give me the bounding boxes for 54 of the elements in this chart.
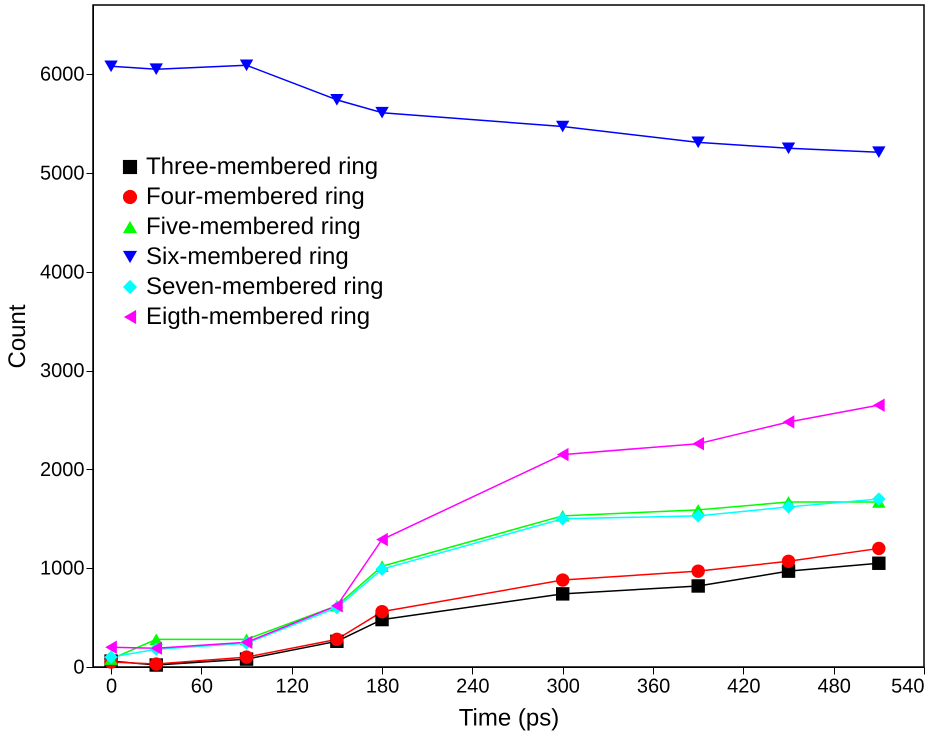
point: [104, 60, 118, 72]
point: [240, 59, 254, 72]
point: [872, 146, 886, 158]
legend-label: Four-membered ring: [146, 183, 365, 210]
x-tick-label: 540: [891, 676, 924, 698]
point: [556, 512, 570, 526]
point: [375, 604, 389, 618]
point: [872, 542, 886, 556]
point: [556, 448, 569, 462]
x-axis-title: Time (ps): [458, 704, 560, 732]
point: [556, 573, 570, 587]
y-tick-label: 6000: [40, 64, 84, 86]
x-tick-label: 420: [727, 676, 761, 698]
point: [872, 556, 886, 570]
y-axis-title: Count: [4, 304, 32, 369]
y-tick-label: 0: [73, 656, 84, 678]
point: [375, 562, 389, 576]
y-tick-label: 5000: [40, 162, 84, 184]
point: [105, 640, 117, 654]
y-tick-label: 4000: [40, 261, 84, 284]
point: [330, 94, 344, 106]
x-tick-label: 480: [817, 676, 851, 698]
x-tick-label: 180: [366, 676, 400, 698]
point: [782, 142, 796, 154]
point: [872, 492, 886, 506]
legend-label: Five-membered ring: [146, 213, 361, 240]
point: [873, 398, 885, 412]
legend-label: Six-membered ring: [146, 243, 349, 270]
point: [556, 587, 570, 601]
legend-label: Three-membered ring: [146, 153, 378, 180]
y-tick-label: 1000: [40, 558, 84, 580]
x-tick-label: 240: [456, 676, 490, 698]
point: [691, 579, 705, 593]
point: [691, 564, 705, 578]
x-tick-label: 300: [546, 676, 580, 698]
x-tick-label: 0: [106, 676, 118, 698]
x-tick-label: 120: [276, 676, 309, 698]
point: [104, 650, 118, 664]
point: [556, 120, 570, 132]
point: [782, 500, 796, 514]
legend-label: Eigth-membered ring: [146, 303, 370, 330]
point: [691, 136, 705, 148]
x-tick-label: 60: [190, 676, 214, 698]
point: [692, 436, 704, 450]
point: [150, 63, 163, 76]
y-tick-label: 3000: [40, 360, 84, 382]
point: [782, 554, 796, 568]
point: [375, 106, 389, 119]
point: [691, 509, 705, 523]
legend-label: Seven-membered ring: [146, 273, 384, 300]
x-tick-label: 360: [636, 676, 670, 698]
point: [376, 532, 388, 546]
y-tick-label: 2000: [40, 458, 84, 481]
point: [782, 415, 794, 429]
